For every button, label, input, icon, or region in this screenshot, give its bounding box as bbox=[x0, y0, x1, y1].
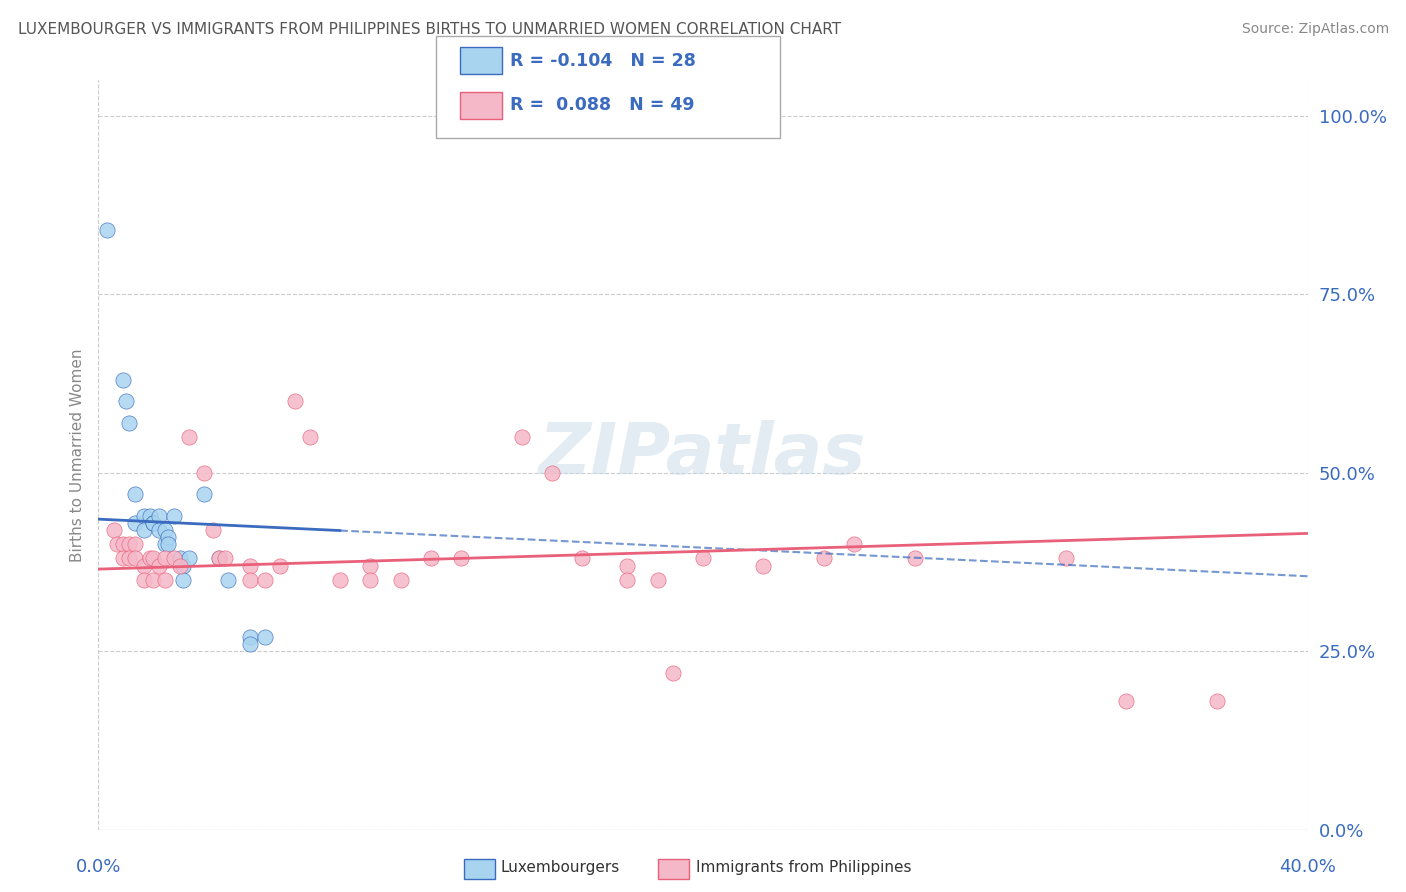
Point bbox=[813, 551, 835, 566]
Point bbox=[124, 537, 146, 551]
Text: Immigrants from Philippines: Immigrants from Philippines bbox=[696, 860, 911, 874]
Point bbox=[179, 551, 201, 566]
Point bbox=[239, 573, 262, 587]
Point bbox=[153, 523, 176, 537]
Point bbox=[214, 551, 236, 566]
Point bbox=[132, 573, 155, 587]
Point bbox=[148, 558, 170, 573]
Point bbox=[510, 430, 533, 444]
Point bbox=[616, 573, 638, 587]
Point bbox=[118, 416, 141, 430]
Point bbox=[299, 430, 322, 444]
Point bbox=[239, 630, 262, 644]
Text: R = -0.104   N = 28: R = -0.104 N = 28 bbox=[510, 52, 696, 70]
Point bbox=[253, 630, 276, 644]
Point bbox=[239, 558, 262, 573]
Point bbox=[124, 551, 146, 566]
Text: 0.0%: 0.0% bbox=[76, 858, 121, 876]
Point bbox=[360, 573, 382, 587]
Point bbox=[202, 523, 225, 537]
Point bbox=[616, 558, 638, 573]
Point bbox=[124, 487, 146, 501]
Point bbox=[118, 537, 141, 551]
Point bbox=[692, 551, 714, 566]
Point bbox=[111, 373, 134, 387]
Point bbox=[96, 223, 118, 237]
Point bbox=[103, 523, 125, 537]
Point bbox=[111, 537, 134, 551]
Text: ZIPatlas: ZIPatlas bbox=[540, 420, 866, 490]
Point bbox=[132, 508, 155, 523]
Point bbox=[329, 573, 352, 587]
Point bbox=[139, 508, 162, 523]
Point bbox=[142, 516, 165, 530]
Point bbox=[148, 508, 170, 523]
Point bbox=[284, 394, 307, 409]
Point bbox=[142, 551, 165, 566]
Point bbox=[420, 551, 443, 566]
Point bbox=[389, 573, 412, 587]
Point bbox=[153, 537, 176, 551]
Point bbox=[172, 573, 194, 587]
Point bbox=[1054, 551, 1077, 566]
Text: 40.0%: 40.0% bbox=[1279, 858, 1336, 876]
Point bbox=[193, 466, 215, 480]
Point bbox=[132, 558, 155, 573]
Point bbox=[269, 558, 291, 573]
Point bbox=[904, 551, 927, 566]
Point bbox=[153, 573, 176, 587]
Point bbox=[153, 551, 176, 566]
Text: Luxembourgers: Luxembourgers bbox=[501, 860, 620, 874]
Point bbox=[169, 551, 191, 566]
Point bbox=[239, 637, 262, 651]
Point bbox=[208, 551, 231, 566]
Point bbox=[169, 558, 191, 573]
Point bbox=[208, 551, 231, 566]
Point bbox=[163, 551, 186, 566]
Point bbox=[450, 551, 472, 566]
Text: LUXEMBOURGER VS IMMIGRANTS FROM PHILIPPINES BIRTHS TO UNMARRIED WOMEN CORRELATIO: LUXEMBOURGER VS IMMIGRANTS FROM PHILIPPI… bbox=[18, 22, 841, 37]
Point bbox=[1115, 694, 1137, 708]
Point bbox=[105, 537, 128, 551]
Point bbox=[124, 516, 146, 530]
Point bbox=[142, 573, 165, 587]
Point bbox=[111, 551, 134, 566]
Point bbox=[844, 537, 866, 551]
Point bbox=[148, 523, 170, 537]
Point bbox=[172, 558, 194, 573]
Point bbox=[163, 508, 186, 523]
Point bbox=[193, 487, 215, 501]
Point bbox=[752, 558, 775, 573]
Point bbox=[360, 558, 382, 573]
Y-axis label: Births to Unmarried Women: Births to Unmarried Women bbox=[69, 348, 84, 562]
Point bbox=[661, 665, 683, 680]
Point bbox=[540, 466, 562, 480]
Point bbox=[132, 523, 155, 537]
Point bbox=[647, 573, 669, 587]
Point bbox=[142, 516, 165, 530]
Point bbox=[217, 573, 239, 587]
Point bbox=[114, 394, 136, 409]
Point bbox=[156, 530, 179, 544]
Point bbox=[571, 551, 593, 566]
Point bbox=[253, 573, 276, 587]
Point bbox=[1206, 694, 1229, 708]
Point bbox=[139, 551, 162, 566]
Text: R =  0.088   N = 49: R = 0.088 N = 49 bbox=[510, 96, 695, 114]
Point bbox=[156, 537, 179, 551]
Point bbox=[179, 430, 201, 444]
Point bbox=[118, 551, 141, 566]
Text: Source: ZipAtlas.com: Source: ZipAtlas.com bbox=[1241, 22, 1389, 37]
